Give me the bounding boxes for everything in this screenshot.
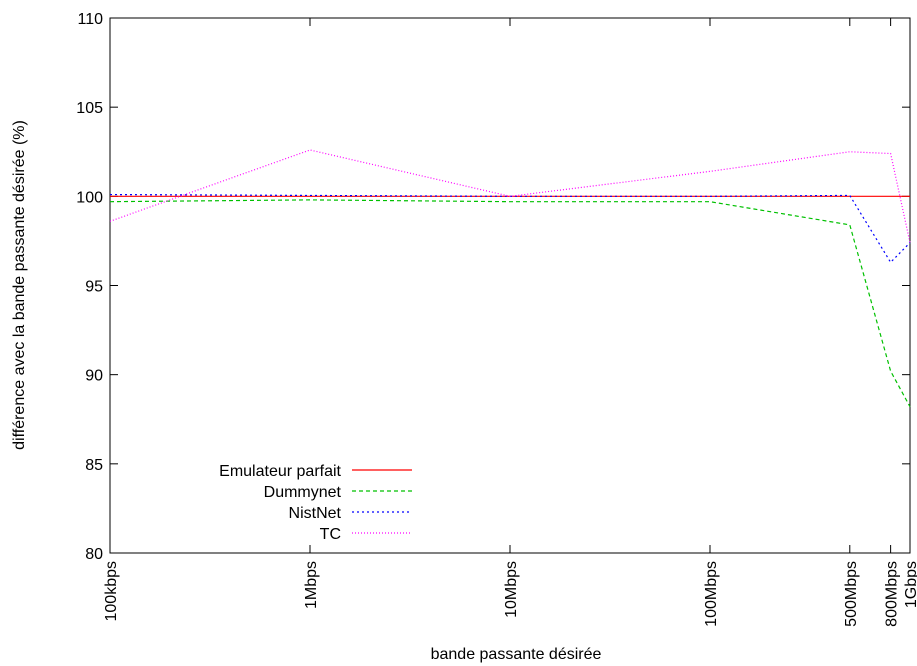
y-tick-label: 85	[85, 457, 103, 474]
x-tick-label: 100kbps	[103, 561, 120, 622]
x-axis-label: bande passante désirée	[431, 646, 602, 663]
legend-label: NistNet	[289, 505, 342, 522]
legend-label: TC	[320, 526, 341, 543]
x-tick-label: 800Mbps	[884, 561, 901, 627]
x-tick-label: 100Mbps	[703, 561, 720, 627]
legend-label: Dummynet	[264, 484, 342, 501]
x-tick-label: 1Gbps	[903, 561, 917, 608]
series-line	[109, 199, 911, 408]
series-line	[109, 193, 911, 264]
y-tick-label: 90	[85, 368, 103, 385]
y-axis-label: différence avec la bande passante désiré…	[11, 120, 28, 450]
legend-label: Emulateur parfait	[219, 463, 341, 480]
y-tick-label: 95	[85, 279, 103, 296]
y-tick-label: 80	[85, 546, 103, 563]
y-tick-label: 100	[76, 189, 103, 206]
x-tick-label: 10Mbps	[503, 561, 520, 618]
series-line	[109, 149, 911, 243]
y-tick-label: 105	[76, 100, 103, 117]
y-tick-label: 110	[77, 11, 103, 28]
x-tick-label: 1Mbps	[303, 561, 320, 609]
x-tick-label: 500Mbps	[843, 561, 860, 627]
